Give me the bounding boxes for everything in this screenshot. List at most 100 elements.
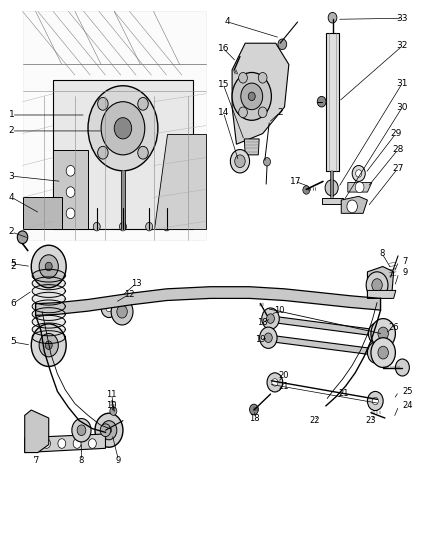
- Circle shape: [39, 255, 58, 278]
- Circle shape: [88, 86, 158, 171]
- Circle shape: [138, 147, 148, 159]
- Circle shape: [138, 98, 148, 110]
- Circle shape: [356, 169, 362, 177]
- Circle shape: [235, 155, 245, 167]
- Circle shape: [372, 279, 382, 292]
- Circle shape: [101, 421, 117, 440]
- Circle shape: [110, 407, 117, 415]
- Circle shape: [98, 98, 108, 110]
- Circle shape: [100, 424, 111, 437]
- Text: 9: 9: [403, 269, 408, 277]
- Circle shape: [278, 39, 287, 50]
- Text: 5: 5: [10, 337, 16, 346]
- Circle shape: [367, 391, 383, 410]
- Circle shape: [371, 319, 396, 349]
- Circle shape: [260, 327, 277, 349]
- Text: 10: 10: [106, 401, 117, 410]
- Circle shape: [66, 187, 75, 197]
- Text: 10: 10: [274, 305, 285, 314]
- Circle shape: [66, 208, 75, 219]
- Polygon shape: [326, 33, 339, 171]
- Circle shape: [117, 305, 127, 318]
- Text: 33: 33: [397, 14, 408, 23]
- Circle shape: [366, 272, 388, 298]
- Circle shape: [267, 314, 275, 324]
- Circle shape: [303, 185, 310, 194]
- Polygon shape: [267, 316, 381, 337]
- Text: 18: 18: [258, 318, 268, 327]
- Text: 28: 28: [392, 145, 404, 154]
- Circle shape: [367, 342, 385, 364]
- Circle shape: [241, 83, 263, 110]
- Text: 18: 18: [249, 414, 259, 423]
- Text: 30: 30: [397, 102, 408, 111]
- Circle shape: [372, 348, 380, 358]
- Circle shape: [93, 222, 100, 231]
- Circle shape: [258, 107, 267, 118]
- Text: 21: 21: [338, 389, 349, 398]
- Circle shape: [106, 427, 112, 433]
- Text: 7: 7: [33, 456, 38, 465]
- Text: 7: 7: [403, 257, 408, 265]
- Circle shape: [45, 341, 52, 350]
- Circle shape: [248, 92, 255, 101]
- Circle shape: [264, 158, 271, 166]
- Text: 27: 27: [392, 164, 404, 173]
- Text: 2: 2: [9, 228, 14, 237]
- Polygon shape: [244, 139, 259, 155]
- Polygon shape: [232, 43, 289, 144]
- Polygon shape: [153, 134, 206, 229]
- Circle shape: [378, 327, 389, 340]
- Text: 19: 19: [255, 335, 266, 344]
- Circle shape: [272, 378, 278, 386]
- Polygon shape: [265, 335, 380, 356]
- Circle shape: [39, 334, 58, 357]
- Text: 17: 17: [290, 177, 301, 186]
- Polygon shape: [22, 11, 206, 240]
- Text: 32: 32: [397, 42, 408, 51]
- Circle shape: [355, 182, 364, 192]
- Polygon shape: [25, 434, 106, 453]
- Circle shape: [250, 404, 258, 415]
- Text: 31: 31: [397, 78, 408, 87]
- Circle shape: [317, 96, 326, 107]
- Circle shape: [66, 165, 75, 176]
- Text: 20: 20: [279, 371, 289, 380]
- Circle shape: [232, 72, 272, 120]
- Circle shape: [371, 338, 396, 368]
- Circle shape: [163, 222, 170, 231]
- Text: 16: 16: [218, 44, 229, 53]
- Circle shape: [265, 333, 272, 343]
- Text: 2: 2: [10, 262, 16, 271]
- Text: 13: 13: [131, 279, 141, 288]
- Circle shape: [368, 323, 386, 344]
- Circle shape: [347, 200, 357, 213]
- Circle shape: [42, 439, 50, 448]
- Circle shape: [111, 298, 133, 325]
- Circle shape: [146, 222, 152, 231]
- Text: 26: 26: [389, 323, 399, 332]
- Polygon shape: [35, 287, 381, 316]
- Polygon shape: [321, 198, 343, 204]
- Text: 29: 29: [390, 129, 402, 138]
- Text: 23: 23: [366, 416, 376, 425]
- Circle shape: [352, 165, 365, 181]
- Circle shape: [73, 439, 81, 448]
- Text: 6: 6: [10, 299, 16, 308]
- Polygon shape: [367, 290, 396, 298]
- Circle shape: [239, 72, 247, 83]
- Text: 5: 5: [10, 260, 16, 268]
- Circle shape: [72, 418, 91, 442]
- Circle shape: [88, 439, 96, 448]
- Circle shape: [98, 147, 108, 159]
- Circle shape: [106, 304, 112, 312]
- Circle shape: [396, 359, 410, 376]
- Circle shape: [77, 425, 86, 435]
- Text: 15: 15: [218, 80, 229, 89]
- Circle shape: [378, 346, 389, 359]
- Polygon shape: [53, 150, 88, 229]
- Polygon shape: [348, 182, 372, 192]
- Text: 4: 4: [9, 193, 14, 202]
- Circle shape: [58, 439, 66, 448]
- Circle shape: [101, 298, 117, 318]
